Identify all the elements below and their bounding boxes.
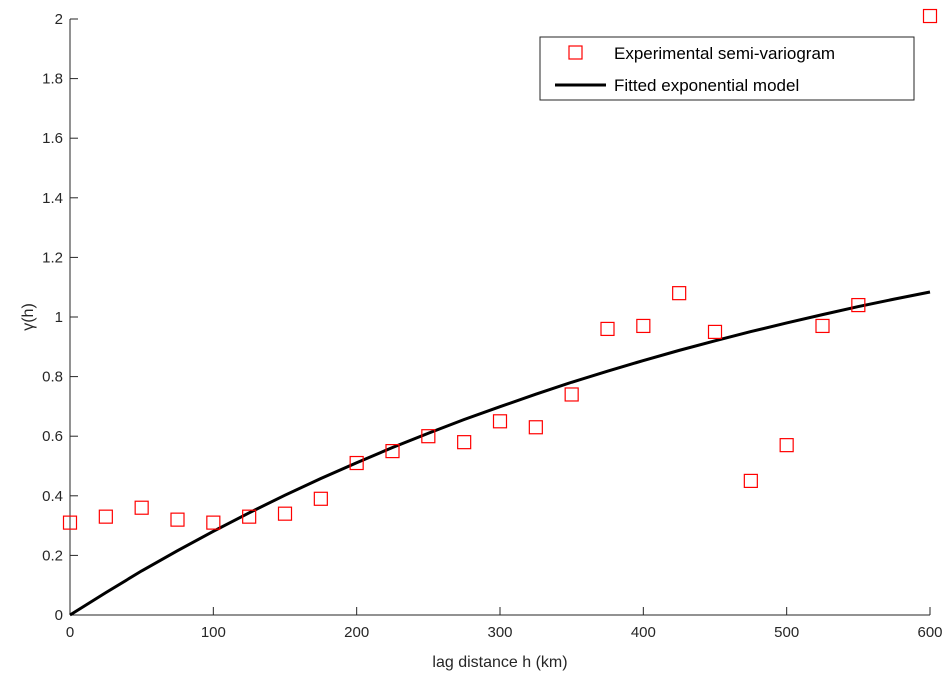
fitted-model-line — [69, 290, 931, 617]
x-tick-label: 300 — [487, 624, 512, 641]
data-point — [779, 438, 794, 453]
data-point — [457, 435, 472, 450]
fitted-model-line-group — [69, 290, 931, 617]
data-point — [170, 512, 185, 527]
data-point — [600, 321, 615, 337]
legend: Experimental semi-variogram Fitted expon… — [539, 36, 915, 101]
y-tick-label: 1.6 — [42, 130, 63, 147]
data-point — [277, 506, 293, 521]
data-point — [815, 318, 830, 334]
y-tick-label: 0.6 — [42, 428, 63, 445]
data-point — [528, 420, 543, 435]
data-point — [851, 297, 866, 313]
data-point — [349, 455, 364, 471]
x-tick-label: 600 — [917, 624, 942, 641]
y-tick-label: 2 — [55, 11, 63, 28]
y-tick-label: 0.4 — [42, 488, 63, 505]
data-point — [385, 444, 400, 459]
plot-area — [70, 19, 930, 615]
x-tick-label: 0 — [66, 624, 74, 641]
x-axis-title: lag distance h (km) — [432, 654, 567, 671]
data-point — [922, 8, 938, 24]
legend-box — [539, 36, 915, 101]
data-point — [206, 515, 221, 530]
experimental-points-group — [62, 8, 938, 530]
y-axis-title: γ(h) — [20, 303, 37, 331]
data-point — [98, 509, 113, 524]
legend-marker-experimental — [568, 45, 583, 60]
x-tick-label: 200 — [344, 624, 369, 641]
axes: 0 100 200 300 400 500 600 0 0.2 0.4 0.6 0.8 1 1.2 1.4 1… — [42, 11, 942, 641]
y-tick-label: 0.2 — [42, 547, 63, 564]
y-tick-label: 1 — [55, 309, 63, 326]
data-point — [242, 509, 257, 524]
y-tick-label: 0.8 — [42, 369, 63, 386]
data-point — [492, 414, 508, 429]
data-point — [134, 500, 149, 515]
data-point — [564, 387, 579, 402]
y-tick-label: 1.4 — [42, 190, 63, 207]
y-tick-label: 0 — [55, 607, 63, 624]
y-tick-label: 1.8 — [42, 71, 63, 88]
data-point — [62, 515, 78, 530]
data-point — [636, 318, 651, 334]
x-tick-label: 100 — [201, 624, 226, 641]
legend-label-fitted: Fitted exponential model — [614, 76, 799, 95]
y-tick-label: 1.2 — [42, 249, 63, 266]
data-point — [421, 429, 436, 444]
x-tick-label: 400 — [631, 624, 656, 641]
x-tick-label: 500 — [774, 624, 799, 641]
data-point — [707, 324, 723, 339]
legend-label-experimental: Experimental semi-variogram — [614, 44, 835, 63]
data-point — [672, 286, 687, 301]
data-point — [743, 473, 758, 488]
data-point — [313, 491, 328, 506]
